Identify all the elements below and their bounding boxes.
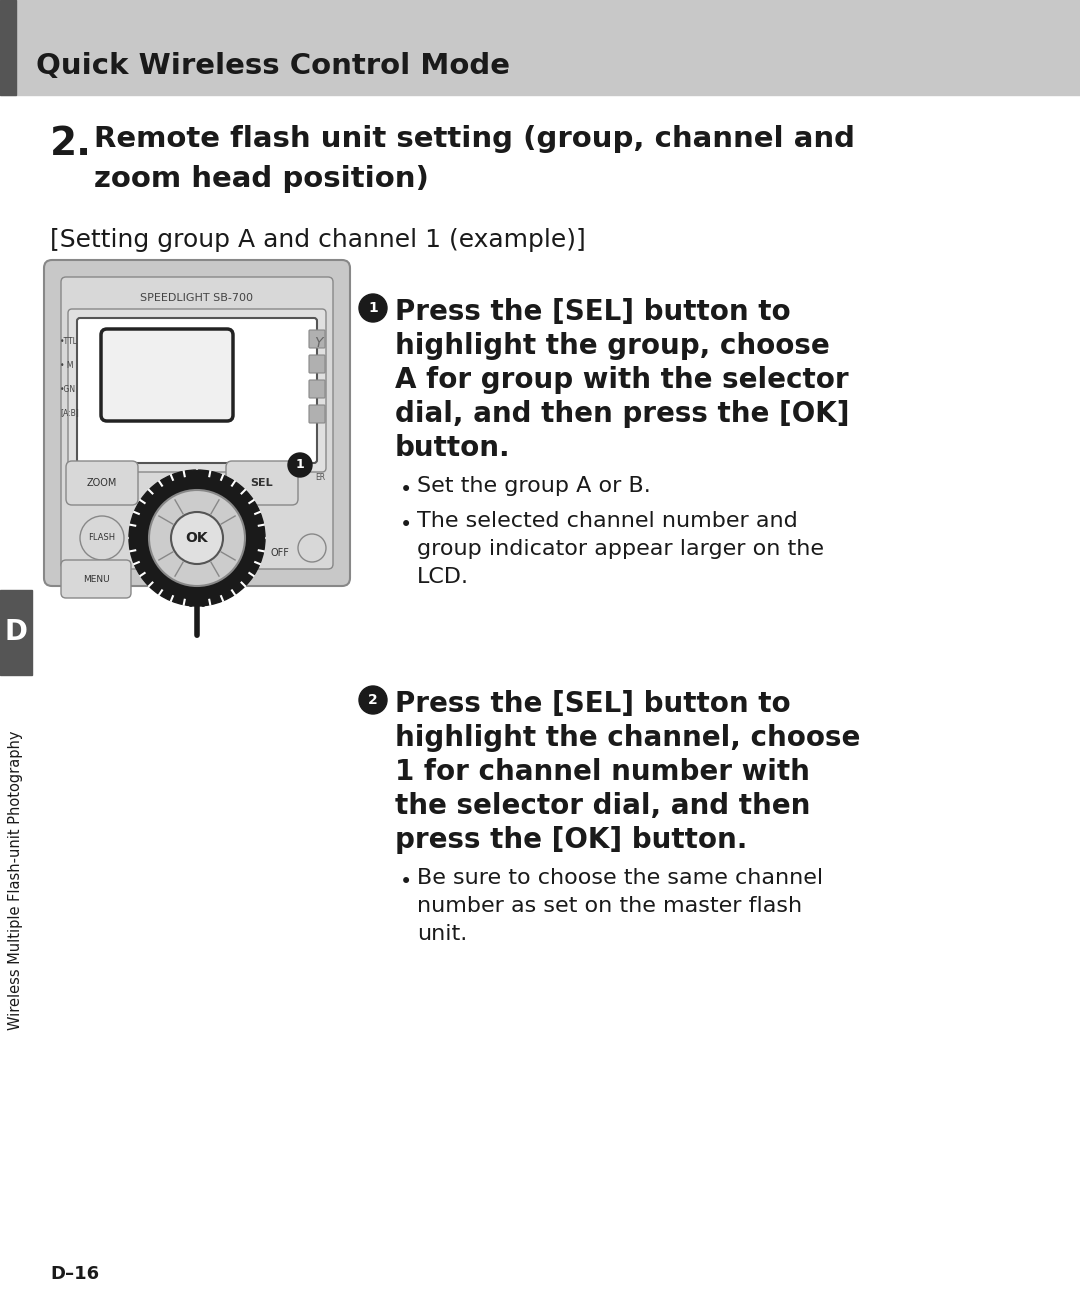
- Text: Wireless Multiple Flash-unit Photography: Wireless Multiple Flash-unit Photography: [9, 730, 24, 1030]
- Circle shape: [171, 512, 222, 564]
- Text: [Setting group A and channel 1 (example)]: [Setting group A and channel 1 (example)…: [50, 228, 585, 253]
- FancyBboxPatch shape: [68, 309, 326, 473]
- Text: •GN: •GN: [60, 385, 76, 394]
- Text: 1: 1: [296, 458, 305, 471]
- Text: •TTL: •TTL: [60, 336, 78, 346]
- Text: •: •: [400, 872, 413, 891]
- Text: Be sure to choose the same channel: Be sure to choose the same channel: [417, 868, 823, 888]
- Circle shape: [129, 470, 265, 606]
- FancyBboxPatch shape: [309, 355, 325, 373]
- Text: ZOOM: ZOOM: [86, 478, 118, 488]
- Circle shape: [149, 490, 245, 586]
- Text: zoom head position): zoom head position): [94, 165, 429, 192]
- FancyBboxPatch shape: [44, 260, 350, 586]
- Circle shape: [298, 534, 326, 562]
- Text: • M: • M: [60, 360, 73, 369]
- Text: Press the [SEL] button to: Press the [SEL] button to: [395, 690, 791, 719]
- Circle shape: [359, 686, 387, 713]
- Text: ER: ER: [315, 474, 325, 483]
- FancyBboxPatch shape: [60, 278, 333, 569]
- FancyBboxPatch shape: [77, 318, 318, 463]
- Text: highlight the group, choose: highlight the group, choose: [395, 332, 829, 360]
- Text: Remote flash unit setting (group, channel and: Remote flash unit setting (group, channe…: [94, 124, 855, 153]
- Text: The selected channel number and: The selected channel number and: [417, 511, 798, 531]
- FancyBboxPatch shape: [309, 380, 325, 398]
- FancyBboxPatch shape: [66, 461, 138, 505]
- FancyBboxPatch shape: [309, 330, 325, 348]
- Text: SEL: SEL: [251, 478, 273, 488]
- Bar: [0, 0, 16, 96]
- Text: OK: OK: [186, 531, 208, 545]
- Text: OFF: OFF: [271, 548, 289, 558]
- Text: D: D: [4, 618, 27, 647]
- Text: LCD.: LCD.: [417, 567, 469, 586]
- Text: Set the group A or B.: Set the group A or B.: [417, 476, 651, 496]
- FancyBboxPatch shape: [102, 329, 233, 421]
- Text: Quick Wireless Control Mode: Quick Wireless Control Mode: [36, 52, 510, 80]
- Bar: [0, 590, 32, 675]
- Text: 1: 1: [368, 301, 378, 315]
- Text: MENU: MENU: [83, 575, 109, 584]
- Circle shape: [359, 295, 387, 322]
- Text: press the [OK] button.: press the [OK] button.: [395, 826, 747, 853]
- Text: A for group with the selector: A for group with the selector: [395, 367, 849, 394]
- Text: •: •: [400, 480, 413, 500]
- Circle shape: [288, 453, 312, 476]
- Text: Press the [SEL] button to: Press the [SEL] button to: [395, 298, 791, 326]
- Text: highlight the channel, choose: highlight the channel, choose: [395, 724, 861, 751]
- FancyBboxPatch shape: [60, 560, 131, 598]
- Text: group indicator appear larger on the: group indicator appear larger on the: [417, 539, 824, 559]
- Text: the selector dial, and then: the selector dial, and then: [395, 792, 810, 819]
- FancyBboxPatch shape: [309, 404, 325, 423]
- Text: unit.: unit.: [417, 924, 468, 944]
- Bar: [0, 0, 1080, 96]
- Text: dial, and then press the [OK]: dial, and then press the [OK]: [395, 401, 850, 428]
- Circle shape: [80, 516, 124, 560]
- Text: button.: button.: [395, 435, 511, 462]
- Text: 2: 2: [368, 692, 378, 707]
- Text: D–16: D–16: [50, 1264, 99, 1283]
- FancyBboxPatch shape: [226, 461, 298, 505]
- Text: [A:B]: [A:B]: [60, 408, 79, 418]
- Text: •: •: [400, 514, 413, 535]
- Text: 1 for channel number with: 1 for channel number with: [395, 758, 810, 785]
- Text: FLASH: FLASH: [89, 534, 116, 542]
- Text: 2.: 2.: [50, 124, 92, 164]
- Text: number as set on the master flash: number as set on the master flash: [417, 895, 802, 916]
- Text: Y: Y: [314, 336, 322, 350]
- Text: SPEEDLIGHT SB-700: SPEEDLIGHT SB-700: [140, 293, 254, 302]
